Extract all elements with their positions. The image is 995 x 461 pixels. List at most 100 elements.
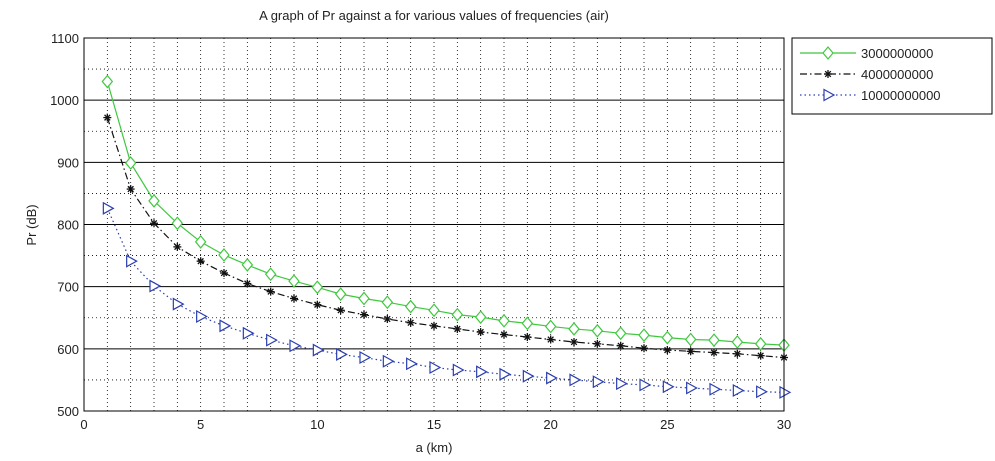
data-point-triangle — [219, 319, 232, 333]
data-point-diamond — [544, 319, 557, 334]
data-point-asterisk — [453, 324, 462, 333]
y-tick-label: 500 — [57, 404, 79, 419]
data-point-asterisk — [103, 113, 112, 122]
data-point-triangle — [686, 381, 698, 395]
data-point-asterisk — [360, 310, 368, 319]
data-point-triangle — [779, 385, 792, 399]
data-point-triangle — [662, 380, 675, 394]
data-point-diamond — [358, 291, 370, 306]
data-point-asterisk — [220, 268, 228, 277]
data-point-asterisk — [663, 346, 672, 355]
data-point-diamond — [708, 333, 720, 348]
data-point-asterisk — [196, 257, 205, 266]
legend-label: 10000000000 — [861, 88, 941, 103]
data-point-asterisk — [290, 294, 298, 303]
data-point-asterisk — [640, 344, 648, 353]
legend-label: 4000000000 — [861, 67, 933, 82]
data-point-asterisk — [593, 339, 602, 348]
series-10000000000 — [102, 201, 792, 399]
data-point-asterisk — [150, 219, 158, 228]
data-point-diamond — [428, 303, 440, 318]
data-point-asterisk — [570, 337, 578, 346]
data-point-triangle — [569, 373, 582, 387]
data-point-diamond — [288, 274, 300, 289]
x-tick-label: 15 — [427, 417, 441, 432]
plot-frame — [83, 37, 785, 412]
series-3000000000 — [101, 74, 790, 353]
x-tick-label: 0 — [80, 417, 87, 432]
data-point-diamond — [474, 310, 487, 325]
axis-ticks: 0 5 10 15 20 25 30 500 600 700 800 900 1000 1100 — [50, 31, 791, 432]
data-point-asterisk — [500, 330, 508, 339]
data-point-diamond — [661, 330, 674, 345]
x-tick-label: 5 — [197, 417, 204, 432]
data-point-triangle — [359, 351, 372, 365]
series-layer — [101, 74, 792, 399]
x-tick-label: 30 — [777, 417, 791, 432]
data-point-asterisk — [523, 333, 532, 342]
data-point-triangle — [756, 385, 768, 399]
data-point-asterisk — [336, 306, 345, 315]
data-point-triangle — [126, 254, 138, 268]
data-point-triangle — [592, 375, 605, 389]
data-point-diamond — [334, 287, 347, 302]
data-point-asterisk — [756, 351, 765, 360]
data-point-triangle — [382, 354, 395, 368]
data-point-asterisk — [383, 314, 392, 323]
data-point-diamond — [124, 156, 137, 170]
y-tick-label: 900 — [57, 155, 79, 170]
data-point-asterisk — [173, 242, 182, 251]
data-point-triangle — [336, 347, 348, 361]
data-point-triangle — [149, 279, 162, 293]
data-point-asterisk — [686, 347, 695, 356]
data-point-diamond — [404, 299, 417, 314]
data-point-triangle — [522, 369, 535, 383]
data-point-triangle — [312, 343, 325, 357]
data-point-diamond — [218, 248, 230, 262]
data-point-triangle — [499, 367, 512, 381]
data-point-diamond — [591, 323, 604, 338]
data-point-triangle — [616, 377, 628, 391]
legend-item: 3000000000 — [800, 46, 933, 61]
data-point-diamond — [451, 307, 464, 322]
data-point-triangle — [452, 363, 465, 377]
data-point-diamond — [194, 234, 207, 249]
x-tick-label: 25 — [660, 417, 674, 432]
data-point-triangle — [102, 201, 115, 215]
data-point-diamond — [241, 257, 254, 272]
data-point-diamond — [614, 326, 627, 341]
y-tick-label: 800 — [57, 218, 79, 233]
y-tick-label: 1100 — [51, 31, 79, 46]
data-point-triangle — [242, 326, 255, 340]
data-point-diamond — [381, 295, 394, 310]
data-point-asterisk — [406, 318, 415, 327]
data-point-diamond — [521, 316, 534, 331]
data-point-asterisk — [733, 349, 742, 358]
data-point-asterisk — [476, 328, 485, 337]
y-tick-label: 600 — [57, 342, 79, 357]
data-point-triangle — [196, 309, 208, 324]
x-tick-label: 10 — [310, 417, 324, 432]
data-point-asterisk — [430, 321, 438, 330]
data-point-triangle — [546, 371, 558, 385]
data-point-diamond — [264, 267, 277, 282]
y-tick-label: 1000 — [50, 93, 79, 108]
data-point-triangle — [476, 365, 488, 379]
data-point-diamond — [822, 46, 834, 60]
data-point-diamond — [754, 336, 767, 351]
data-point-triangle — [429, 360, 442, 374]
chart-title: A graph of Pr against a for various valu… — [259, 8, 609, 23]
y-axis-label: Pr (dB) — [24, 204, 39, 245]
data-point-diamond — [684, 332, 697, 347]
data-point-diamond — [171, 216, 184, 231]
legend-item: 10000000000 — [800, 88, 941, 103]
series-4000000000 — [103, 113, 788, 362]
data-point-triangle — [406, 357, 418, 371]
data-point-triangle — [709, 382, 722, 396]
legend-item: 4000000000 — [800, 67, 933, 82]
data-point-triangle — [172, 297, 185, 311]
data-point-triangle — [266, 333, 278, 347]
legend: 3000000000 4000000000 10000000000 — [791, 37, 993, 115]
x-axis-label: a (km) — [416, 440, 453, 455]
